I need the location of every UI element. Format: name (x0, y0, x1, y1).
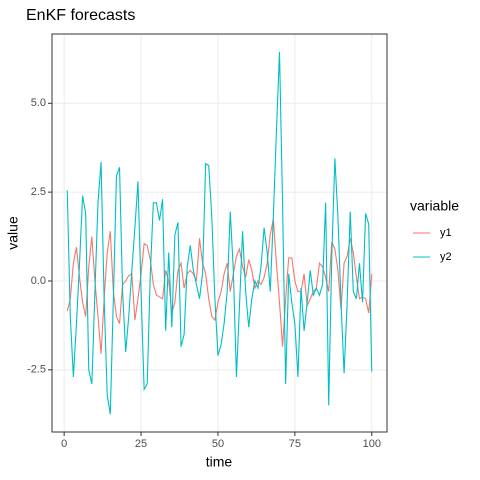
chart-title: EnKF forecasts (26, 7, 135, 24)
y-tick-label: 0.0 (31, 275, 46, 287)
panel (52, 34, 387, 432)
x-tick-label: 0 (61, 438, 67, 450)
panel-border (51, 33, 388, 433)
y-tick-label: -2.5 (27, 364, 46, 376)
x-axis-label: time (206, 454, 233, 470)
y-axis-label: value (5, 216, 21, 250)
y-tick-label: 5.0 (31, 97, 46, 109)
x-tick-label: 100 (363, 438, 381, 450)
legend-label: y1 (440, 227, 452, 239)
series-line (66, 51, 373, 415)
series-line (66, 218, 373, 354)
x-tick-label: 50 (212, 438, 224, 450)
legend-title: variable (410, 198, 459, 214)
y-tick-label: 2.5 (31, 186, 46, 198)
x-tick-label: 75 (289, 438, 301, 450)
x-tick-label: 25 (135, 438, 147, 450)
legend-label: y2 (440, 251, 452, 263)
